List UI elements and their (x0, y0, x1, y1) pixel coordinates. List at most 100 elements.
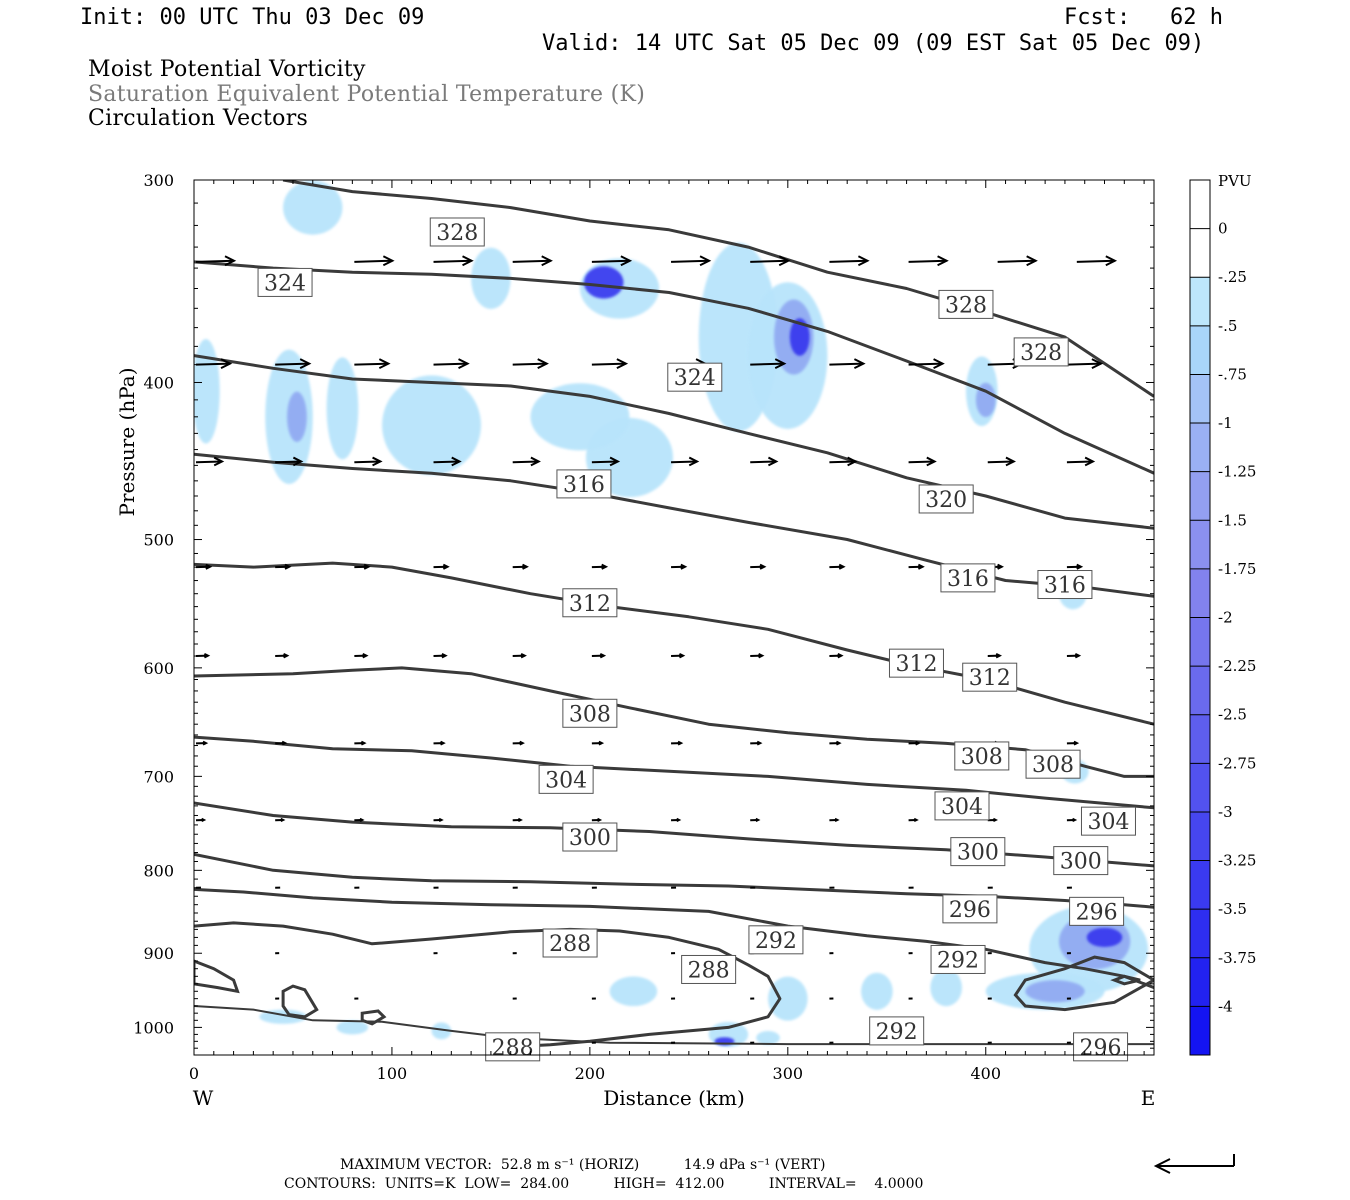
vector-arrow (354, 563, 371, 570)
vector-head (203, 652, 211, 659)
vector-head (360, 740, 367, 746)
vector-shaft (433, 460, 460, 464)
colorbar-label: -2.75 (1218, 754, 1256, 772)
vector-arrow (591, 563, 609, 570)
colorbar-units: PVU (1218, 172, 1252, 190)
contour-284 (194, 1005, 1154, 1046)
contour-labels: 328 324 328 328 324 316 320 316 316 312 312 312 308 3… (257, 217, 1136, 1062)
vector-arrow (829, 358, 866, 370)
contour-label-312: 312 (888, 648, 944, 678)
colorbar-label: -.75 (1218, 365, 1247, 383)
vector-arrow (591, 652, 607, 659)
vector-head (299, 358, 312, 370)
vector-shaft (1076, 259, 1115, 263)
vector-arrow (987, 456, 1016, 467)
axes: 0 100 200 300 400 300 400 500 600 700 800 900 1000 (133, 171, 1154, 1083)
vector-head (933, 358, 945, 370)
vector-shaft (433, 362, 468, 366)
vector-arrow (750, 358, 787, 370)
contour-288 (194, 921, 782, 1049)
colorbar-swatch (1190, 374, 1210, 424)
vector-arrow (750, 255, 791, 267)
contour-320 (194, 354, 1154, 530)
colorbar-swatch (1190, 1006, 1210, 1056)
colorbar-label: -1.75 (1218, 560, 1256, 578)
contour-label-box (1053, 846, 1109, 876)
vector-arrow (908, 358, 945, 370)
contour-label-text: 328 (1020, 341, 1062, 366)
contour-316 (194, 452, 1154, 598)
pv-region-8 (530, 383, 630, 451)
colorbar-label: -1.5 (1218, 511, 1247, 529)
pv-region-4 (283, 180, 343, 235)
vector-arrow (671, 740, 684, 746)
vector-head (913, 817, 919, 823)
y-tick-label: 500 (143, 531, 174, 550)
colorbar-swatch (1190, 617, 1210, 667)
colorbar-label: -.5 (1218, 317, 1237, 335)
contour-label-text: 316 (1044, 574, 1086, 599)
vector-shaft (591, 460, 618, 464)
contour-label-288: 288 (485, 1032, 541, 1062)
contour-label-box (1069, 896, 1125, 926)
contour-label-text: 324 (264, 271, 306, 296)
vector-arrow (275, 563, 292, 570)
contour-label-312: 312 (962, 662, 1018, 692)
vector-head (915, 740, 921, 746)
vector-arrow (433, 255, 474, 267)
vector-head (442, 563, 450, 570)
contour-label-box (429, 217, 485, 247)
contour-label-328: 328 (429, 217, 485, 247)
vector-shaft (997, 259, 1036, 263)
vector-arrow (1076, 255, 1118, 267)
vector-shaft (671, 259, 710, 263)
vector-arrow (1066, 817, 1078, 823)
contour-label-text: 304 (1087, 810, 1129, 835)
vector-shaft (275, 460, 302, 464)
vector-arrow (354, 817, 365, 823)
vector-head (599, 652, 607, 659)
colorbar-swatch (1190, 228, 1210, 278)
contour-label-328: 328 (938, 289, 994, 319)
contour-label-320: 320 (918, 484, 974, 514)
vector-head (517, 817, 523, 823)
pv-region-33 (756, 1030, 780, 1045)
vector-arrow (512, 358, 549, 370)
pv-region-1 (287, 391, 307, 442)
vector-head (756, 740, 763, 746)
vector-arrow (433, 652, 448, 659)
contour-label-text: 292 (937, 948, 979, 973)
contour-label-box (485, 1032, 541, 1062)
vector-arrow (671, 456, 700, 467)
colorbar-label: -1 (1218, 414, 1233, 432)
vector-arrow (1066, 563, 1084, 570)
contour-label-text: 300 (569, 826, 611, 851)
contour-label-text: 308 (1032, 753, 1074, 778)
vector-arrow (433, 740, 446, 746)
contour-label-text: 296 (1076, 900, 1118, 925)
pv-region-16 (975, 382, 996, 418)
contour-label-text: 308 (569, 702, 611, 727)
contour-label-316: 316 (1037, 570, 1093, 600)
vector-shaft (908, 362, 943, 366)
vector-arrow (987, 652, 1002, 659)
vector-head (440, 740, 446, 746)
vector-arrow (354, 652, 369, 659)
vector-shaft (750, 362, 785, 366)
contour-label-308: 308 (562, 698, 618, 728)
init-time: Init: 00 UTC Thu 03 Dec 09 (80, 5, 425, 30)
x-axis-label: Distance (km) (603, 1086, 745, 1110)
vector-head (992, 817, 998, 823)
pv-region-22 (1086, 927, 1123, 948)
colorbar-label: -2.25 (1218, 657, 1256, 675)
closed-contour-284-1 (360, 1009, 387, 1026)
vector-head (201, 817, 207, 823)
vector-arrow (591, 817, 603, 823)
contour-label-text: 324 (674, 366, 716, 391)
contour-label-324: 324 (257, 267, 313, 297)
vector-arrow (354, 456, 383, 467)
contour-label-296: 296 (1069, 896, 1125, 926)
vector-head (758, 652, 765, 659)
vector-arrow (591, 358, 629, 370)
vector-head (767, 456, 779, 467)
